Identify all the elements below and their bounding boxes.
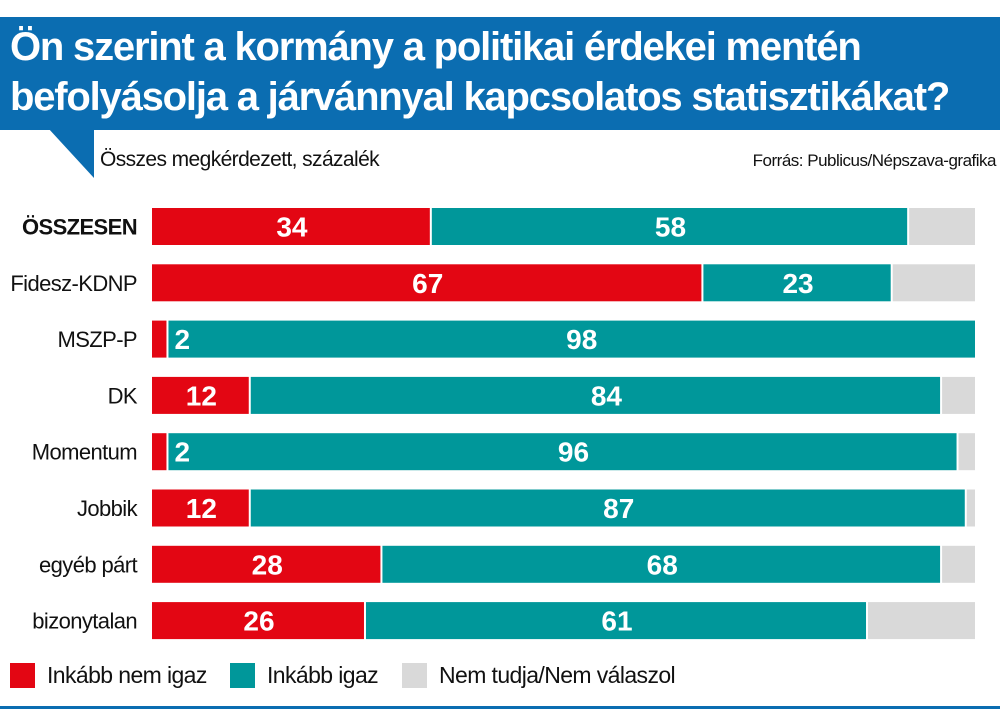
category-label-fidesz-kdnp: Fidesz-KDNP [10,271,137,296]
value-label-inkabb-igaz-dk: 84 [591,380,623,411]
category-label-mszp-p: MSZP-P [57,327,137,352]
legend-item-inkabb-nem-igaz: Inkább nem igaz [10,662,207,689]
legend: Inkább nem igaz Inkább igaz Nem tudja/Ne… [0,662,1000,698]
category-label-osszesen: ÖSSZESEN [22,215,137,240]
category-label-bizonytalan: bizonytalan [32,609,137,634]
value-label-inkabb-nem-igaz-bizonytalan: 26 [243,606,274,637]
title-line-1: Ön szerint a kormány a politikai érdekei… [10,25,862,69]
bar-inkabb-igaz-fidesz-kdnp [703,264,891,302]
source-note: Forrás: Publicus/Népszava-grafika [752,151,997,170]
value-label-inkabb-nem-igaz-egyeb-part: 28 [252,549,283,580]
legend-label: Inkább nem igaz [47,662,207,688]
bar-nem-tudja-nem-valaszol-egyeb-part [942,545,975,583]
bar-nem-tudja-nem-valaszol-osszesen [909,208,975,245]
bar-inkabb-nem-igaz-bizonytalan [152,602,364,640]
bar-nem-tudja-nem-valaszol-fidesz-kdnp [892,264,975,302]
value-label-inkabb-igaz-mszp-p: 98 [566,324,597,355]
bar-inkabb-igaz-osszesen [431,208,908,245]
value-label-inkabb-nem-igaz-osszesen: 34 [276,212,308,243]
value-label-inkabb-nem-igaz-mszp-p: 2 [174,324,190,355]
bar-inkabb-igaz-jobbik [250,489,965,527]
value-label-inkabb-nem-igaz-momentum: 2 [174,437,190,468]
value-label-inkabb-igaz-osszesen: 58 [655,212,686,243]
bar-nem-tudja-nem-valaszol-jobbik [966,489,975,527]
bar-inkabb-igaz-mszp-p [168,320,975,358]
value-label-inkabb-nem-igaz-jobbik: 12 [186,493,217,524]
legend-item-nem-tudja: Nem tudja/Nem válaszol [402,662,676,689]
bar-inkabb-nem-igaz-osszesen [152,208,430,245]
bar-nem-tudja-nem-valaszol-dk [942,376,975,414]
value-label-inkabb-igaz-fidesz-kdnp: 23 [782,268,813,299]
category-label-momentum: Momentum [32,440,137,465]
bar-inkabb-nem-igaz-mszp-p [152,320,167,358]
bar-nem-tudja-nem-valaszol-bizonytalan [868,602,975,640]
bar-inkabb-igaz-momentum [168,433,957,471]
bar-inkabb-nem-igaz-jobbik [152,489,249,527]
legend-item-inkabb-igaz: Inkább igaz [230,662,379,689]
legend-swatch-teal [230,663,255,688]
bar-nem-tudja-nem-valaszol-momentum [958,433,975,471]
value-label-inkabb-igaz-jobbik: 87 [603,493,634,524]
legend-label: Nem tudja/Nem válaszol [439,662,676,688]
bar-inkabb-igaz-egyeb-part [382,545,941,583]
title-banner [0,17,1000,130]
bar-inkabb-nem-igaz-dk [152,376,249,414]
stacked-bar-chart: ÖSSZESEN 34 58 Fidesz-KDNP 67 23 MSZP-P 2 98 DK 12… [10,208,975,640]
chart-title: Ön szerint a kormány a politikai érdekei… [10,22,995,122]
value-label-inkabb-igaz-egyeb-part: 68 [647,549,678,580]
category-label-dk: DK [108,383,138,408]
title-line-2: befolyásolja a járvánnyal kapcsolatos st… [10,75,950,119]
value-label-inkabb-igaz-momentum: 96 [558,437,589,468]
bar-inkabb-igaz-dk [250,376,941,414]
bar-inkabb-nem-igaz-fidesz-kdnp [152,264,702,302]
category-label-egyeb-part: egyéb párt [39,552,137,577]
category-label-jobbik: Jobbik [77,496,139,521]
bar-inkabb-igaz-bizonytalan [365,602,867,640]
bar-inkabb-nem-igaz-egyeb-part [152,545,381,583]
banner-tail [48,128,94,178]
legend-swatch-gray [402,663,427,688]
legend-label: Inkább igaz [267,662,379,688]
value-label-inkabb-igaz-bizonytalan: 61 [601,606,632,637]
value-label-inkabb-nem-igaz-dk: 12 [186,380,217,411]
chart-subtitle: Összes megkérdezett, százalék [100,148,380,171]
bottom-rule [0,706,1000,709]
legend-swatch-red [10,663,35,688]
bar-inkabb-nem-igaz-momentum [152,433,167,471]
value-label-inkabb-nem-igaz-fidesz-kdnp: 67 [412,268,443,299]
